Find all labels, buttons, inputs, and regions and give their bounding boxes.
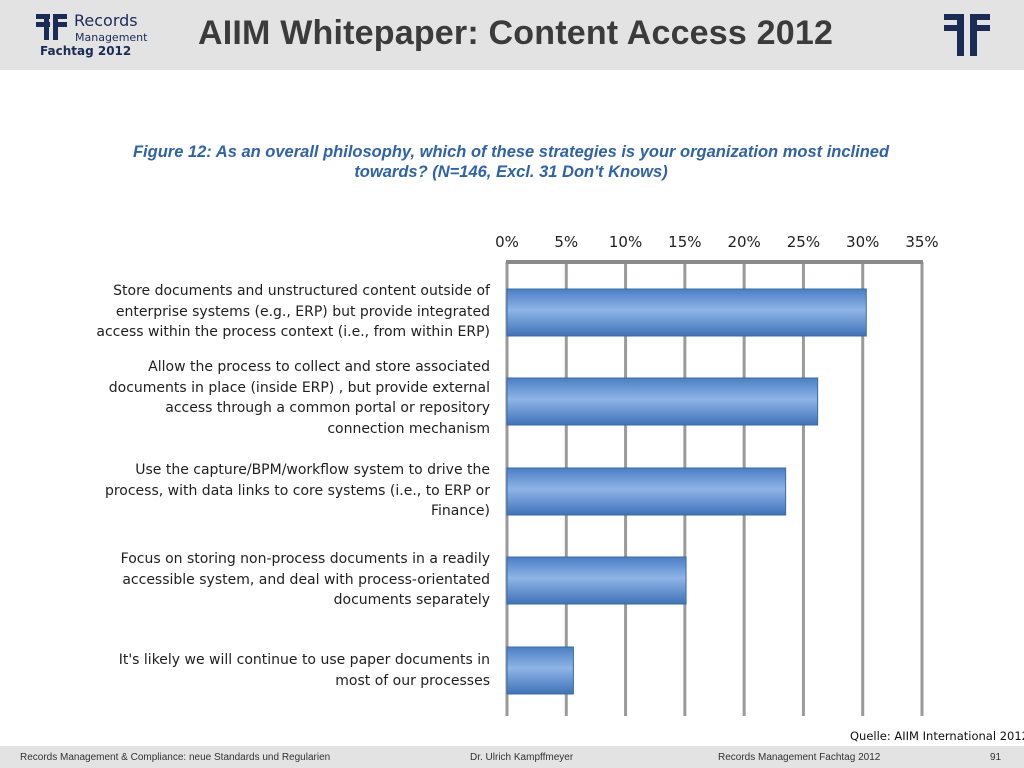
slide-header: Records Management Fachtag 2012 AIIM Whi… xyxy=(0,0,1024,70)
figure-title: Figure 12: As an overall philosophy, whi… xyxy=(96,142,926,182)
x-tick-label: 10% xyxy=(609,233,642,251)
category-label-line: accessible system, and deal with process… xyxy=(122,571,490,588)
figure-title-line-1: Figure 12: As an overall philosophy, whi… xyxy=(132,143,890,161)
category-label-line: Allow the process to collect and store a… xyxy=(148,359,490,375)
x-tick-label: 30% xyxy=(846,233,879,251)
category-label-line: documents separately xyxy=(333,592,490,608)
category-label-line: Focus on storing non-process documents i… xyxy=(120,551,490,567)
category-label-line: connection mechanism xyxy=(327,420,490,437)
bar xyxy=(506,467,787,516)
x-tick-label: 0% xyxy=(495,233,519,251)
bar xyxy=(506,556,687,605)
category-label-line: most of our processes xyxy=(335,672,490,689)
category-label: Store documents and unstructured content… xyxy=(60,281,490,343)
x-tick-label: 25% xyxy=(787,233,820,251)
category-label: It's likely we will continue to use pape… xyxy=(60,650,490,691)
slide-footer: Records Management & Compliance: neue St… xyxy=(0,746,1024,768)
logo-fachtag-text: Fachtag 2012 xyxy=(40,44,132,58)
bar xyxy=(506,288,867,337)
category-label: Use the capture/BPM/workflow system to d… xyxy=(60,460,490,522)
category-label-line: process, with data links to core systems… xyxy=(104,482,490,499)
category-label-line: Use the capture/BPM/workflow system to d… xyxy=(135,462,490,478)
logo-management-text: Management xyxy=(75,31,148,44)
category-label-line: enterprise systems (e.g., ERP) but provi… xyxy=(115,303,490,320)
category-label-line: access within the process context (i.e.,… xyxy=(96,324,490,340)
footer-author: Dr. Ulrich Kampffmeyer xyxy=(470,752,574,763)
x-tick-label: 20% xyxy=(727,233,760,251)
x-tick-label: 5% xyxy=(554,233,578,251)
category-label-line: Store documents and unstructured content… xyxy=(113,283,490,299)
category-label: Allow the process to collect and store a… xyxy=(60,357,490,439)
logo-mark-icon xyxy=(36,14,67,40)
bar xyxy=(506,377,819,426)
category-label-line: documents in place (inside ERP) , but pr… xyxy=(108,379,490,396)
category-label-line: Finance) xyxy=(430,503,490,519)
figure-title-line-2: towards? (N=146, Excl. 31 Don't Knows) xyxy=(354,163,668,181)
footer-left-text: Records Management & Compliance: neue St… xyxy=(20,752,331,763)
x-tick-label: 15% xyxy=(668,233,701,251)
x-tick-label: 35% xyxy=(905,233,938,251)
category-label-line: access through a common portal or reposi… xyxy=(165,400,490,416)
logo-records-text: Records xyxy=(74,11,138,30)
category-label: Focus on storing non-process documents i… xyxy=(60,549,490,611)
page-number: 91 xyxy=(990,752,1002,763)
footer-event: Records Management Fachtag 2012 xyxy=(718,752,881,763)
slide-title: AIIM Whitepaper: Content Access 2012 xyxy=(198,14,834,52)
source-note: Quelle: AIIM International 2012 xyxy=(850,729,1024,743)
records-management-logo: Records Management Fachtag 2012 xyxy=(36,11,148,60)
brand-mark-icon xyxy=(944,14,990,56)
category-label-line: It's likely we will continue to use pape… xyxy=(118,652,490,668)
bar xyxy=(506,646,574,695)
